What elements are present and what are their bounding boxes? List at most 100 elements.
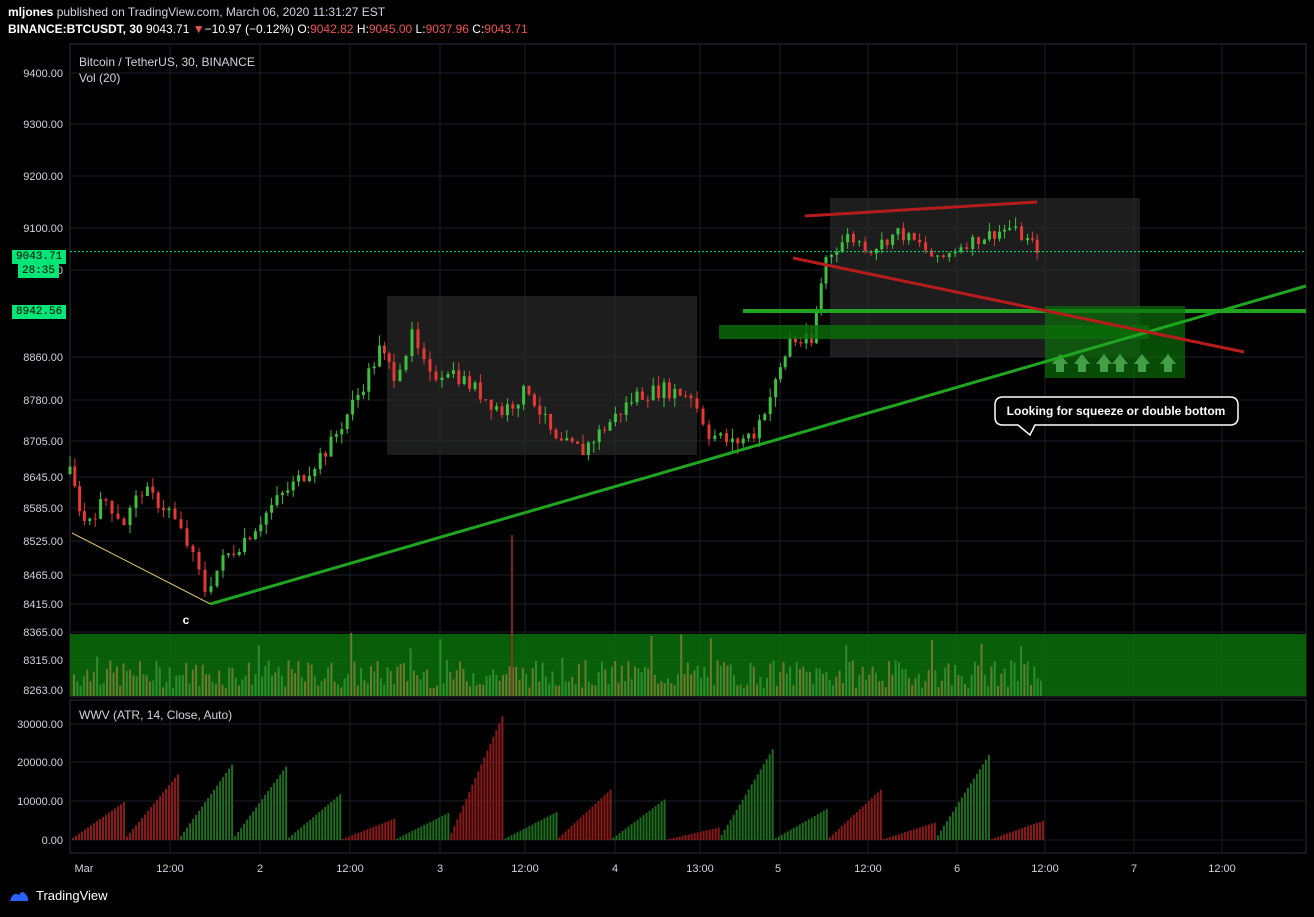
wwv-bar (273, 782, 276, 840)
volume-bar (967, 687, 970, 696)
wwv-bar (618, 833, 621, 840)
wwv-bar (369, 828, 372, 840)
volume-bar (891, 674, 894, 696)
candle-body (592, 442, 596, 444)
candle-body (977, 236, 981, 245)
volume-bar (660, 681, 663, 696)
wwv-bar (954, 806, 957, 840)
volume-bar (964, 684, 966, 696)
candle-body (624, 402, 628, 415)
volume-bar (271, 675, 273, 696)
wwv-bar (561, 834, 564, 840)
volume-bar (86, 669, 89, 696)
candle-body (912, 233, 916, 240)
volume-bar (871, 666, 874, 696)
volume-bar (693, 670, 696, 696)
wwv-bar (219, 781, 222, 840)
candle-body (538, 405, 542, 415)
wwv-bar (963, 792, 966, 840)
candle-body (179, 519, 183, 529)
candle-body (880, 239, 884, 250)
volume-bar (676, 673, 679, 696)
wwv-bar (732, 814, 735, 840)
candle-body (971, 236, 975, 249)
volume-bar (106, 669, 108, 696)
candle-body (640, 391, 644, 400)
wwv-bar (264, 795, 267, 840)
candle-body (478, 382, 482, 400)
volume-bar (828, 679, 831, 696)
wwv-bar (282, 770, 285, 840)
up-arrow-icon (1052, 354, 1068, 372)
candle-body (630, 402, 634, 404)
wwv-bar (942, 825, 945, 840)
wwv-y-tick-label: 0.00 (42, 835, 63, 847)
candle-body (532, 394, 536, 406)
volume-bar (769, 663, 772, 696)
support-level-line (743, 309, 1306, 313)
wwv-bar (960, 797, 963, 840)
candle-body (145, 486, 149, 497)
candle-body (367, 368, 371, 392)
wwv-bar (621, 830, 624, 840)
volume-bar (73, 674, 75, 696)
volume-bar (142, 674, 145, 696)
candle-body (959, 247, 963, 252)
volume-bar (756, 684, 759, 696)
volume-bar (148, 681, 151, 696)
wwv-bar (840, 826, 843, 840)
volume-bar (614, 660, 617, 696)
wwv-bar (606, 792, 609, 840)
wwv-bar (1014, 830, 1017, 840)
wwv-bar (915, 828, 918, 840)
volume-bar (82, 676, 85, 696)
volume-bar (1026, 661, 1029, 696)
wwv-bar (573, 823, 576, 840)
wwv-bar (981, 764, 984, 840)
wwv-bar (843, 823, 846, 840)
wwv-bar (717, 827, 720, 840)
candle-body (846, 233, 850, 243)
volume-bar (211, 681, 214, 696)
candle-body (1020, 226, 1024, 241)
volume-bar (422, 672, 425, 696)
wwv-bar (939, 830, 942, 840)
level-price-tag: 8942.56 (12, 305, 67, 319)
candle-body (774, 379, 778, 398)
volume-bar (703, 666, 706, 696)
volume-bar (508, 666, 511, 696)
volume-bar (313, 676, 316, 696)
publish-info: mljones published on TradingView.com, Ma… (8, 5, 385, 19)
wwv-bar (978, 769, 981, 840)
candle-body (565, 438, 569, 441)
low-label: L: (415, 22, 426, 36)
volume-bar (785, 673, 788, 696)
volume-bar (228, 667, 231, 696)
wwv-bar (120, 804, 122, 840)
candle-body (88, 518, 92, 521)
volume-bar (284, 686, 287, 696)
wwv-bar (192, 819, 195, 840)
volume-bar (683, 673, 686, 696)
volume-bar (343, 678, 346, 696)
author[interactable]: mljones (8, 5, 54, 19)
candle-body (259, 524, 263, 532)
y-tick-label: 8645.00 (23, 472, 63, 484)
wwv-bar (612, 837, 615, 840)
wwv-bar (345, 837, 348, 840)
wwv-bar (123, 802, 125, 840)
volume-bar (436, 685, 438, 696)
wwv-bar (990, 838, 993, 840)
volume-bar (294, 673, 297, 696)
wwv-bar (858, 809, 861, 840)
candle-body (953, 251, 957, 254)
footer-brand[interactable]: TradingView (36, 888, 108, 903)
candle-body (581, 443, 585, 455)
wwv-bar (189, 823, 192, 840)
candle-body (824, 257, 828, 284)
volume-bar (736, 685, 739, 696)
volume-bar (604, 669, 607, 696)
wwv-bar (852, 814, 855, 840)
y-tick-label: 9200.00 (23, 171, 63, 183)
